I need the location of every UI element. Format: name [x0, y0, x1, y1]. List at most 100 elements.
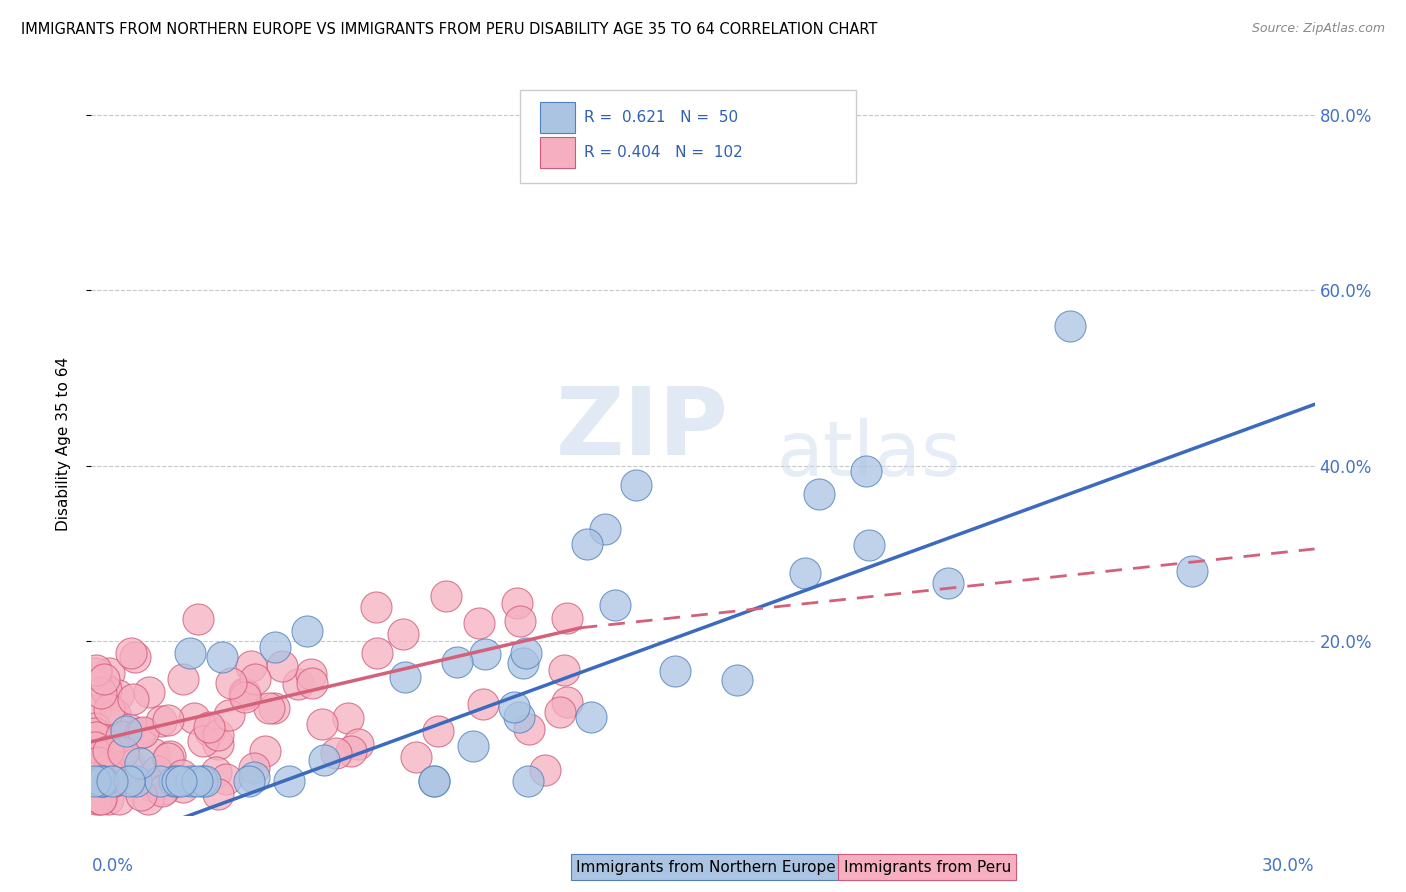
- Point: [166, 774, 188, 789]
- Point: [793, 566, 815, 580]
- Point: [84, 663, 107, 677]
- Point: [97, 759, 120, 773]
- Point: [516, 774, 538, 789]
- Point: [550, 705, 572, 719]
- Point: [114, 724, 136, 739]
- Y-axis label: Disability Age 35 to 64: Disability Age 35 to 64: [56, 357, 70, 531]
- Point: [624, 478, 647, 492]
- Point: [218, 707, 240, 722]
- Point: [170, 774, 193, 789]
- Point: [187, 612, 209, 626]
- Point: [172, 672, 194, 686]
- Point: [97, 744, 120, 758]
- Point: [120, 646, 142, 660]
- Point: [84, 744, 107, 758]
- Point: [84, 731, 107, 745]
- Text: 30.0%: 30.0%: [1263, 857, 1315, 875]
- Point: [297, 624, 319, 639]
- Point: [100, 773, 122, 788]
- Point: [242, 770, 264, 784]
- Point: [121, 692, 143, 706]
- Point: [89, 791, 111, 805]
- Point: [474, 648, 496, 662]
- Point: [312, 753, 335, 767]
- Point: [467, 615, 491, 630]
- Point: [664, 664, 686, 678]
- Point: [555, 611, 578, 625]
- Point: [427, 724, 450, 739]
- Point: [603, 598, 626, 612]
- Point: [117, 755, 139, 769]
- Point: [84, 726, 107, 740]
- Point: [145, 764, 167, 779]
- Point: [159, 748, 181, 763]
- Point: [446, 656, 468, 670]
- Point: [557, 695, 579, 709]
- Point: [163, 774, 186, 789]
- Point: [346, 737, 368, 751]
- Point: [593, 522, 616, 536]
- Point: [472, 697, 495, 711]
- Point: [394, 671, 416, 685]
- Point: [311, 717, 333, 731]
- Text: IMMIGRANTS FROM NORTHERN EUROPE VS IMMIGRANTS FROM PERU DISABILITY AGE 35 TO 64 : IMMIGRANTS FROM NORTHERN EUROPE VS IMMIG…: [21, 22, 877, 37]
- Point: [508, 710, 530, 724]
- Point: [156, 714, 179, 728]
- Point: [287, 677, 309, 691]
- Point: [423, 774, 446, 789]
- Point: [129, 726, 152, 740]
- Point: [90, 791, 112, 805]
- Text: R = 0.404   N =  102: R = 0.404 N = 102: [585, 145, 744, 160]
- Point: [107, 688, 129, 702]
- Point: [118, 774, 141, 789]
- Point: [132, 725, 155, 739]
- Point: [219, 676, 242, 690]
- Point: [207, 738, 229, 752]
- Point: [214, 772, 236, 786]
- Point: [422, 774, 444, 789]
- Point: [807, 487, 830, 501]
- Point: [138, 685, 160, 699]
- Point: [190, 774, 212, 789]
- Point: [98, 665, 121, 680]
- Point: [405, 749, 427, 764]
- Point: [205, 764, 228, 779]
- Point: [186, 774, 208, 789]
- Point: [725, 673, 748, 687]
- Text: ZIP: ZIP: [557, 383, 730, 475]
- Point: [581, 709, 603, 723]
- Point: [96, 683, 118, 698]
- Point: [366, 600, 388, 615]
- Point: [534, 763, 557, 777]
- Point: [172, 780, 194, 794]
- Point: [153, 781, 176, 796]
- Point: [512, 656, 534, 670]
- Point: [263, 640, 285, 654]
- Point: [239, 659, 262, 673]
- Point: [84, 721, 107, 735]
- Point: [108, 772, 131, 787]
- FancyBboxPatch shape: [540, 102, 575, 133]
- Point: [207, 728, 229, 742]
- Point: [207, 787, 229, 801]
- Point: [101, 774, 124, 789]
- Point: [278, 774, 301, 789]
- Point: [392, 626, 415, 640]
- Point: [502, 700, 524, 714]
- Point: [143, 747, 166, 762]
- Point: [211, 649, 233, 664]
- Point: [194, 774, 217, 789]
- Point: [91, 774, 114, 789]
- Point: [366, 646, 388, 660]
- Point: [325, 746, 347, 760]
- Point: [156, 751, 179, 765]
- Point: [84, 703, 107, 717]
- Point: [87, 755, 110, 769]
- Point: [84, 791, 107, 805]
- Text: Source: ZipAtlas.com: Source: ZipAtlas.com: [1251, 22, 1385, 36]
- Point: [125, 774, 148, 789]
- Point: [434, 590, 457, 604]
- Point: [179, 646, 201, 660]
- Point: [129, 788, 152, 802]
- Point: [170, 768, 193, 782]
